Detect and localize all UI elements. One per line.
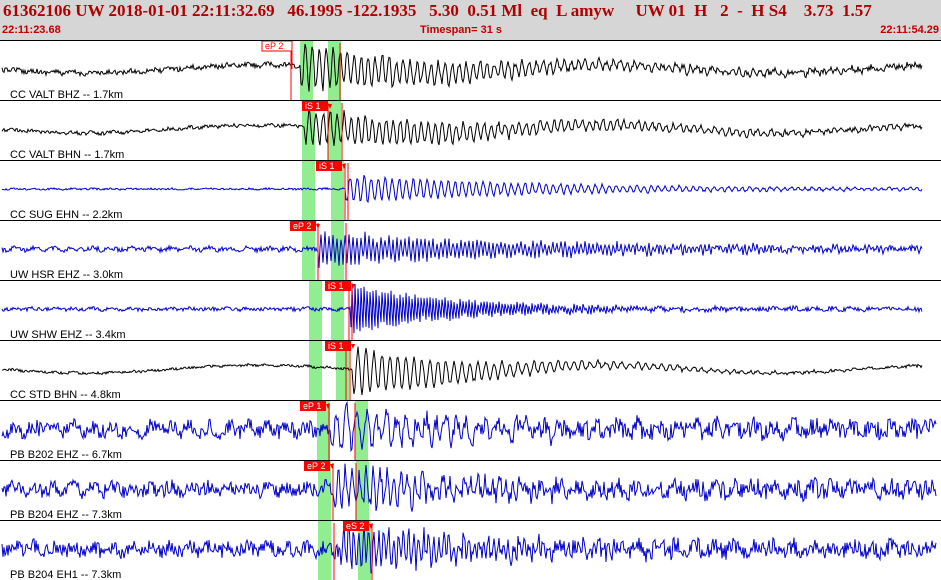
station-label: UW HSR EHZ -- 3.0km (10, 269, 123, 281)
end-time: 22:11:54.29 (880, 24, 939, 36)
waveform (1, 231, 923, 268)
pick-marker-icon (369, 524, 373, 529)
trace-row[interactable]: iS 1 CC STD BHN -- 4.8km (0, 341, 941, 401)
pick-flag-box[interactable] (304, 461, 330, 471)
pick-flag-label[interactable]: eS 2 (346, 521, 365, 531)
p-window-band (302, 221, 315, 281)
pick-marker-icon (330, 464, 334, 469)
p-window-band (318, 461, 331, 521)
event-summary-title: 61362106 UW 2018-01-01 22:11:32.69 46.19… (3, 1, 872, 20)
pick-flag-box[interactable] (316, 161, 342, 171)
seismogram-canvas[interactable]: eP 2 CC VALT BHZ -- 1.7km iS 1 CC VALT BHN … (0, 41, 941, 580)
pick-flag-label[interactable]: iS 1 (319, 161, 335, 171)
p-window-band (302, 101, 315, 161)
pick-flag-box[interactable] (343, 521, 369, 531)
station-label: CC VALT BHZ -- 1.7km (10, 89, 123, 101)
pick-flag-label[interactable]: iS 1 (328, 341, 344, 351)
waveform (1, 43, 923, 92)
s-window-band (331, 161, 344, 221)
pick-marker-icon (316, 224, 320, 229)
waveform (1, 463, 937, 512)
pick-flag-box[interactable] (302, 101, 328, 111)
pick-flag-box[interactable] (325, 341, 351, 351)
pick-flag-box[interactable] (300, 401, 326, 411)
pick-marker-icon (328, 104, 332, 109)
waveform (1, 283, 923, 334)
pick-marker-icon (351, 284, 355, 289)
start-time: 22:11:23.68 (2, 24, 61, 36)
trace-row[interactable]: eP 1 PB B202 EHZ -- 6.7km (0, 400, 941, 461)
p-window-band (317, 401, 330, 461)
pick-flag-label[interactable]: iS 1 (328, 281, 344, 291)
pick-flag-label[interactable]: iS 1 (305, 101, 321, 111)
waveform (1, 346, 923, 395)
waveform (1, 108, 923, 146)
seismogram-panel[interactable]: eP 2 CC VALT BHZ -- 1.7km iS 1 CC VALT BHN … (0, 41, 941, 580)
trace-row[interactable]: eS 2 PB B204 EH1 -- 7.3km (0, 521, 941, 580)
trace-row[interactable]: iS 1 UW SHW EHZ -- 3.4km (0, 281, 941, 341)
station-label: CC SUG EHN -- 2.2km (10, 209, 122, 221)
pick-marker-icon (351, 344, 355, 349)
station-label: PB B202 EHZ -- 6.7km (10, 449, 122, 461)
trace-row[interactable]: eP 2 CC VALT BHZ -- 1.7km (0, 41, 941, 101)
waveform (1, 521, 937, 574)
station-label: UW SHW EHZ -- 3.4km (10, 329, 126, 341)
waveform (1, 400, 937, 453)
pick-flag-label[interactable]: eP 1 (303, 401, 321, 411)
station-label: PB B204 EH1 -- 7.3km (10, 569, 121, 580)
s-window-band (355, 401, 368, 461)
pick-flag-box[interactable] (261, 41, 293, 52)
station-label: PB B204 EHZ -- 7.3km (10, 509, 122, 521)
pick-marker-icon (326, 404, 330, 409)
pick-flag-box[interactable] (325, 281, 351, 291)
p-window-band (309, 341, 322, 401)
p-window-band (302, 161, 315, 221)
waveform (1, 175, 923, 204)
pick-marker-icon (342, 164, 346, 169)
pick-flag-label[interactable]: eP 2 (265, 41, 283, 51)
pick-flag-label[interactable]: eP 2 (293, 221, 311, 231)
trace-row[interactable]: eP 2 UW HSR EHZ -- 3.0km (0, 221, 941, 281)
pick-flag-label[interactable]: eP 2 (307, 461, 325, 471)
station-label: CC VALT BHN -- 1.7km (10, 149, 124, 161)
event-header: 61362106 UW 2018-01-01 22:11:32.69 46.19… (0, 0, 941, 41)
trace-row[interactable]: iS 1 CC SUG EHN -- 2.2km (0, 161, 941, 221)
station-label: CC STD BHN -- 4.8km (10, 389, 121, 401)
timespan-label: Timespan= 31 s (420, 24, 503, 36)
trace-row[interactable]: iS 1 CC VALT BHN -- 1.7km (0, 101, 941, 161)
trace-row[interactable]: eP 2 PB B204 EHZ -- 7.3km (0, 461, 941, 521)
pick-flag-box[interactable] (290, 221, 316, 231)
